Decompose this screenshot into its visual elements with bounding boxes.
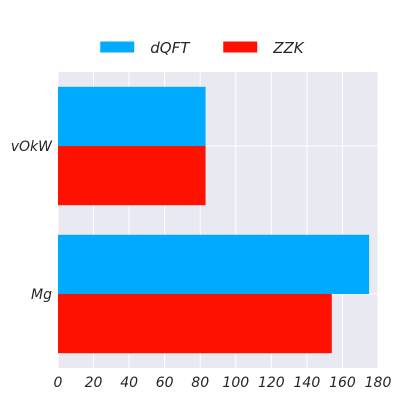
legend-label: ZZK xyxy=(272,39,305,57)
legend-label: dQFT xyxy=(150,39,191,57)
x-tick-label: 140 xyxy=(294,375,321,391)
x-tick-label: 160 xyxy=(329,375,356,391)
x-tick-label: 80 xyxy=(191,375,209,391)
x-tick-label: 40 xyxy=(120,375,138,391)
bar-ZZK-vOkW xyxy=(58,146,206,206)
x-tick-label: 0 xyxy=(54,375,63,391)
y-tick-label: Mg xyxy=(31,287,52,303)
x-tick-label: 120 xyxy=(258,375,285,391)
plot-area: 0 20 40 60 80 100 120 140 160 180 vOkW Mg xyxy=(11,72,392,391)
x-tick-label: 20 xyxy=(85,375,103,391)
x-tick-label: 60 xyxy=(156,375,174,391)
bar-ZZK-Mg xyxy=(58,294,332,354)
y-tick-label: vOkW xyxy=(11,139,53,155)
legend-swatch-ZZK xyxy=(223,41,258,53)
bar-dQFT-vOkW xyxy=(58,86,206,146)
x-tick-label: 100 xyxy=(222,375,249,391)
bar-dQFT-Mg xyxy=(58,234,370,294)
x-tick-label: 180 xyxy=(365,375,392,391)
legend-swatch-dQFT xyxy=(100,41,135,53)
legend: dQFT ZZK xyxy=(100,39,305,57)
